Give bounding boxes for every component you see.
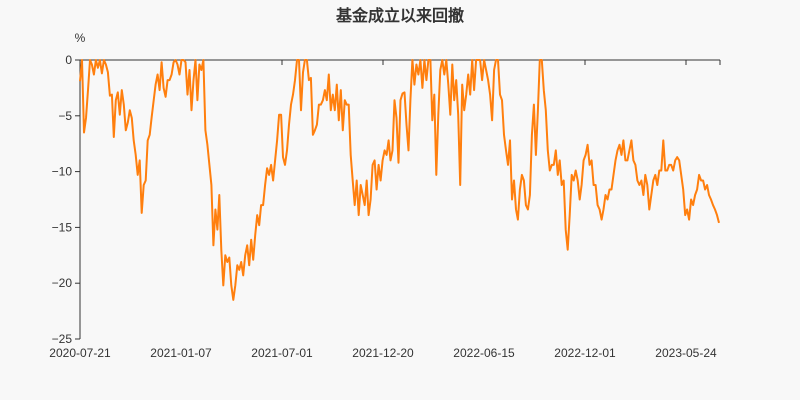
y-tick-label: −5 [58,109,72,123]
y-axis-unit-label: % [75,31,86,45]
y-tick-label: −10 [52,165,73,179]
x-tick-label: 2021-07-01 [251,346,313,360]
x-tick-label: 2022-12-01 [554,346,616,360]
x-tick-label: 2022-06-15 [453,346,515,360]
y-tick-label: −25 [52,332,73,346]
series-group [79,59,720,301]
x-tick-label: 2020-07-21 [49,346,111,360]
y-tick-label: 0 [65,53,72,67]
x-tick-label: 2023-05-24 [655,346,717,360]
y-tick-label: −20 [52,276,73,290]
x-tick-label: 2021-12-20 [352,346,414,360]
x-tick-label: 2021-01-07 [150,346,212,360]
y-tick-label: −15 [52,220,73,234]
drawdown-line [79,59,720,301]
chart-title: 基金成立以来回撤 [335,6,464,25]
